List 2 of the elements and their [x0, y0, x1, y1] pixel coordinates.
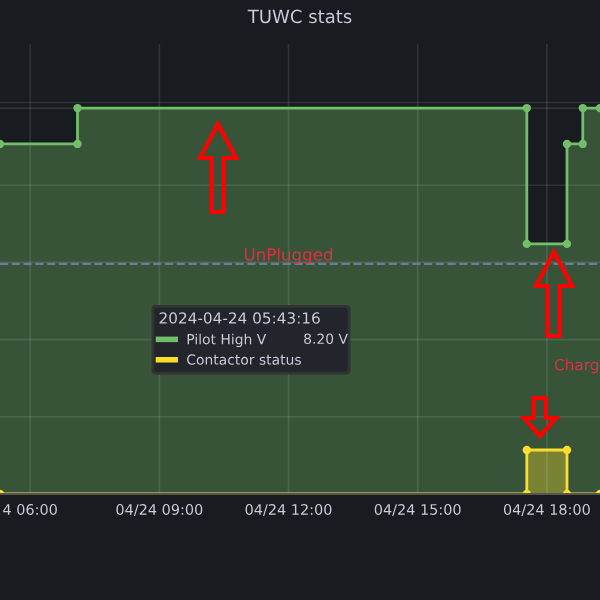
chart-title: TUWC stats [247, 9, 352, 24]
annotation: UnPlugged [244, 247, 332, 264]
